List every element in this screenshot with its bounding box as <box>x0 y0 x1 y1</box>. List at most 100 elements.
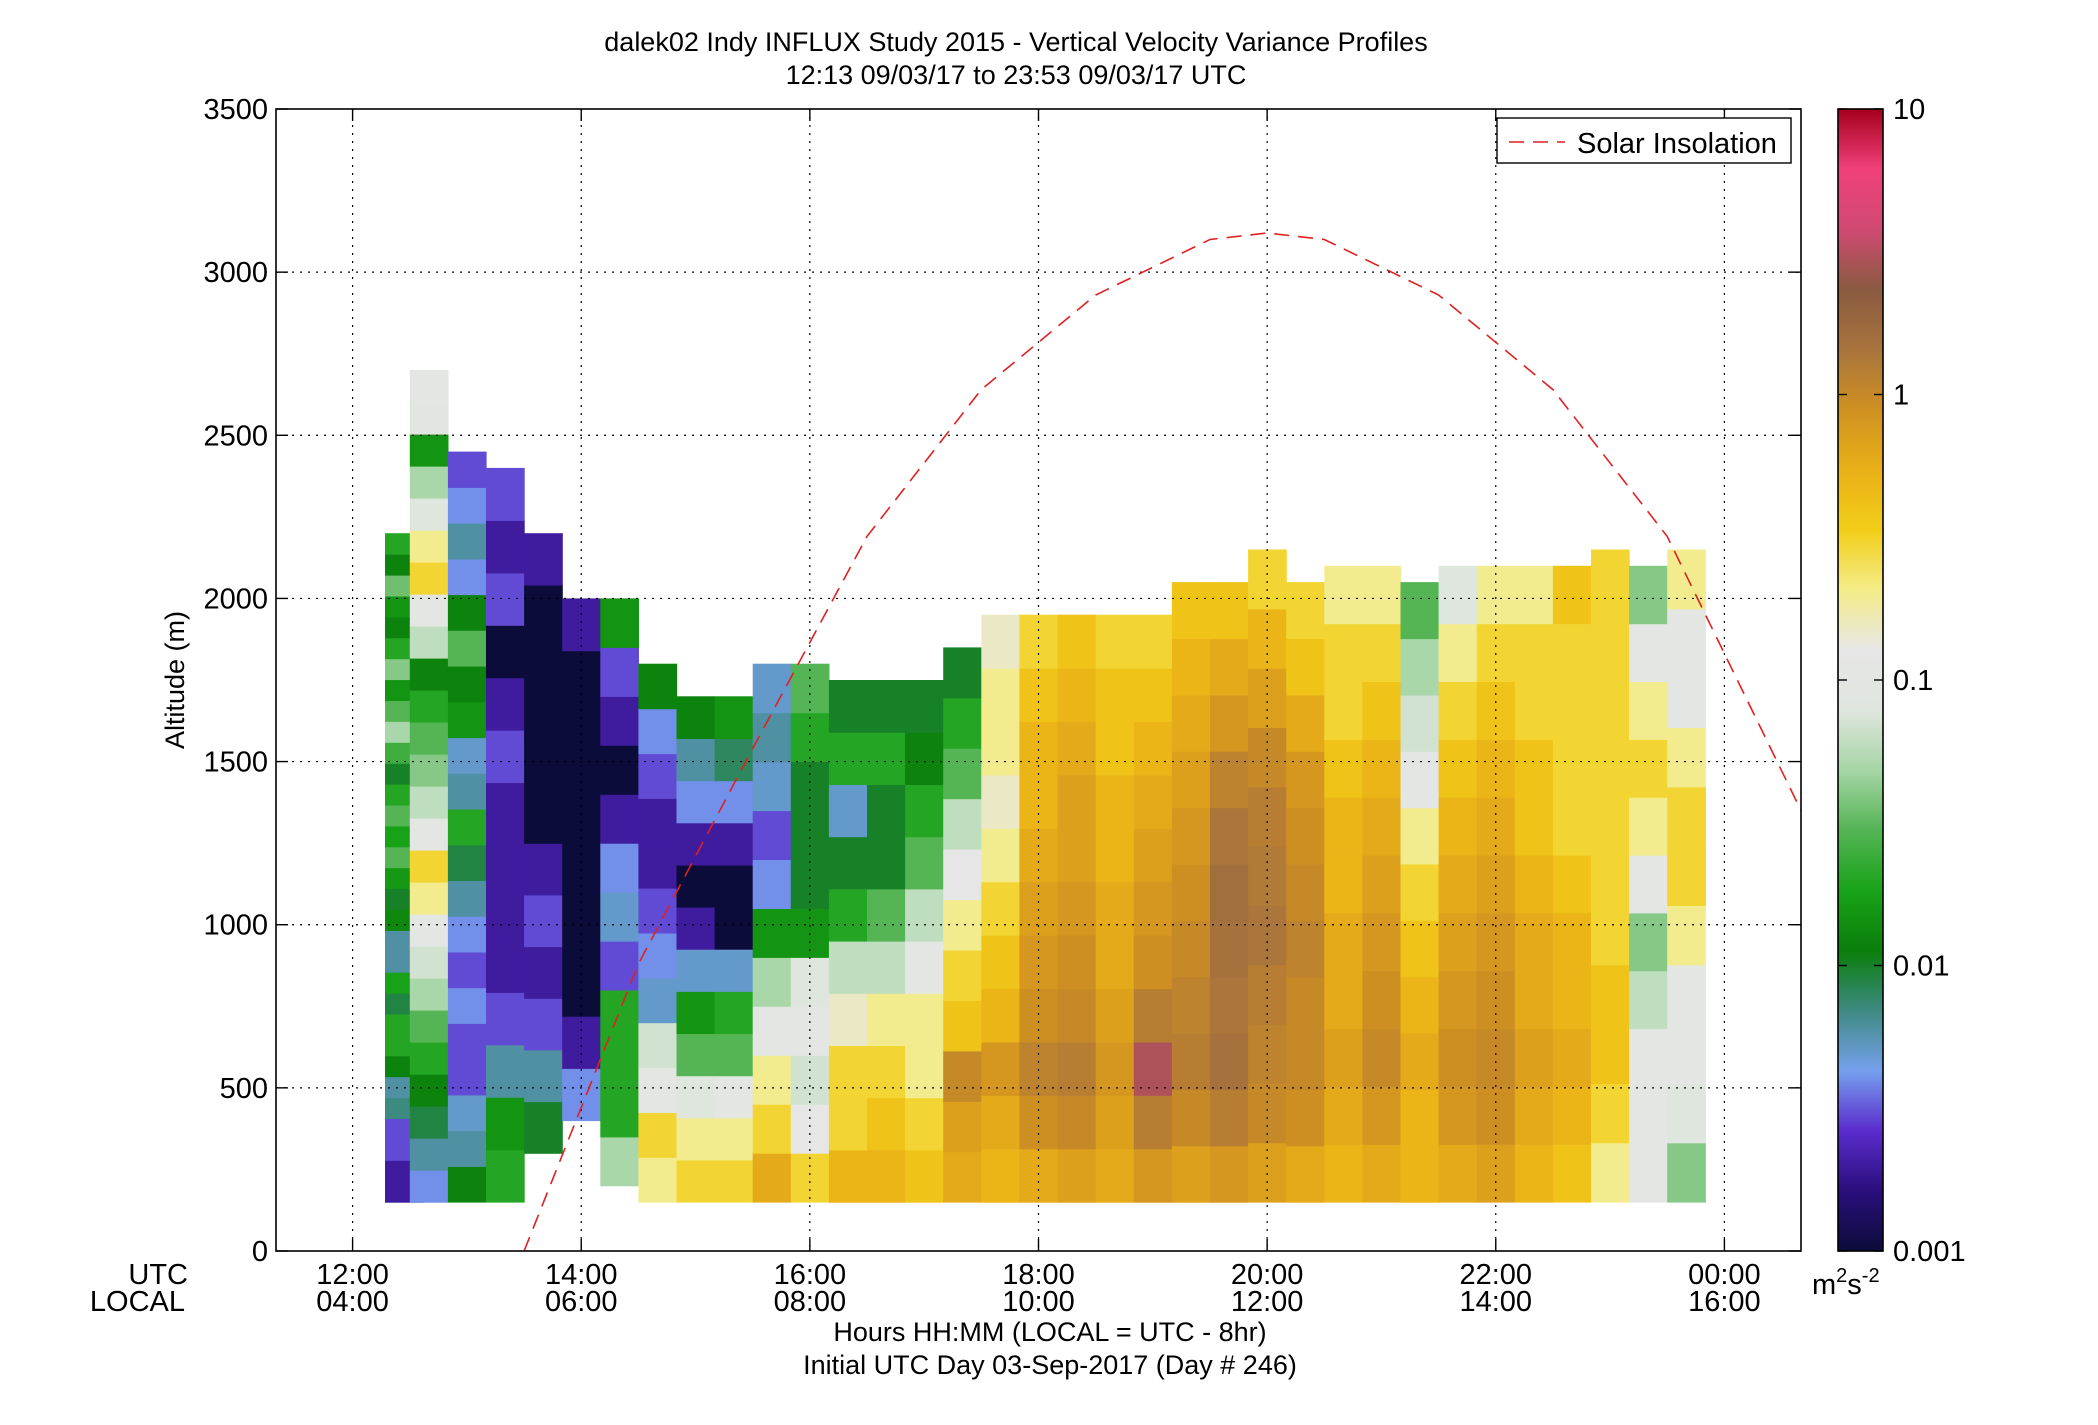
heatmap-cell <box>1057 988 1097 1043</box>
heatmap-cell <box>447 987 487 1024</box>
heatmap-cell <box>981 828 1020 883</box>
heatmap-cell <box>1667 668 1706 728</box>
heatmap-cell <box>1667 549 1706 610</box>
heatmap-cell <box>1362 681 1402 740</box>
heatmap-cell <box>676 780 716 824</box>
heatmap-cell <box>828 732 868 785</box>
heatmap-cell <box>752 859 792 909</box>
heatmap-cell <box>1591 1142 1630 1203</box>
heatmap-cell <box>1476 970 1516 1030</box>
heatmap-cell <box>790 663 830 714</box>
heatmap-cell <box>524 946 563 999</box>
heatmap-cell <box>1667 1142 1706 1203</box>
heatmap-cell <box>1476 1086 1516 1145</box>
legend-box <box>1496 117 1792 164</box>
heatmap-cell <box>409 882 449 915</box>
heatmap-cell <box>981 881 1020 936</box>
heatmap-cell <box>1362 623 1402 682</box>
heatmap-cell <box>1095 1095 1135 1150</box>
heatmap-cell <box>1362 1144 1402 1203</box>
heatmap-cell <box>1324 855 1363 914</box>
heatmap-cell <box>1591 668 1630 728</box>
heatmap-cell <box>943 949 982 1001</box>
heatmap-cell <box>752 1055 792 1105</box>
heatmap-cell <box>1667 905 1706 966</box>
heatmap-cell <box>1019 1148 1059 1203</box>
heatmap-cell <box>905 941 944 994</box>
heatmap-cell <box>1591 964 1630 1025</box>
heatmap-cell <box>1210 1089 1249 1147</box>
heatmap-cell <box>524 584 563 638</box>
heatmap-cell <box>867 941 906 994</box>
heatmap-cell <box>752 908 792 958</box>
heatmap-cell <box>1057 935 1097 990</box>
heatmap-cell <box>1057 1041 1097 1096</box>
heatmap-cell <box>486 730 525 784</box>
heatmap-cell <box>1591 1024 1630 1084</box>
heatmap-cell <box>409 594 449 627</box>
heatmap-cell <box>714 780 754 824</box>
heatmap-cell <box>486 467 525 521</box>
heatmap-cell <box>1324 739 1363 798</box>
heatmap-cell <box>409 402 449 435</box>
heatmap-cell <box>447 809 487 846</box>
heatmap-cell <box>638 1157 678 1203</box>
heatmap-cell <box>981 1041 1020 1096</box>
heatmap-cell <box>524 1049 563 1103</box>
heatmap-cell <box>638 663 678 710</box>
heatmap-cell <box>790 761 830 812</box>
heatmap-cell <box>1210 863 1249 921</box>
heatmap-cell <box>1362 970 1402 1030</box>
heatmap-cell <box>409 786 449 819</box>
heatmap-cell <box>943 1101 982 1153</box>
heatmap-cell <box>524 1101 563 1154</box>
heatmap-cell <box>981 614 1020 669</box>
x-tick-label-utc: 22:00 <box>1459 1259 1532 1291</box>
heatmap-cell <box>1438 912 1478 972</box>
heatmap-cell <box>1133 774 1173 829</box>
heatmap-cell <box>1400 920 1440 978</box>
heatmap-cell <box>905 784 944 838</box>
heatmap-cell <box>1552 1144 1592 1203</box>
heatmap-cell <box>1438 1086 1478 1145</box>
heatmap-cell <box>1591 1083 1630 1144</box>
heatmap-cell <box>1591 608 1630 669</box>
heatmap-cell <box>486 1044 525 1098</box>
heatmap-cell <box>1591 786 1630 847</box>
heatmap-cell <box>1171 1033 1211 1090</box>
heatmap-cell <box>1133 668 1173 723</box>
heatmap-cell <box>1019 881 1059 936</box>
heatmap-cell <box>447 1130 487 1167</box>
heatmap-cell <box>981 774 1020 829</box>
heatmap-cell <box>638 977 678 1024</box>
heatmap-cell <box>409 1106 449 1139</box>
heatmap-cell <box>409 978 449 1011</box>
heatmap-cell <box>1552 797 1592 856</box>
plot-area <box>275 108 1802 1252</box>
heatmap-cell <box>867 993 906 1046</box>
heatmap-cell <box>943 798 982 850</box>
heatmap-cell <box>905 836 944 890</box>
heatmap-cell <box>1171 751 1211 809</box>
heatmap-cell <box>486 939 525 993</box>
heatmap-cell <box>409 722 449 755</box>
heatmap-cell <box>1552 855 1592 914</box>
heatmap-cell <box>1286 638 1325 696</box>
heatmap-cell <box>981 988 1020 1043</box>
heatmap-cell <box>600 598 639 648</box>
y-tick-label: 3500 <box>203 94 268 126</box>
heatmap-cell <box>867 784 906 838</box>
heatmap-cell <box>676 949 716 992</box>
heatmap-cell <box>828 1149 868 1203</box>
heatmap-cell <box>981 935 1020 990</box>
colorbar: 0.001 0.01 0.1 1 10 m2s-2 <box>1812 94 1966 1301</box>
y-tick-label: 1000 <box>203 910 268 942</box>
heatmap-cell <box>1514 912 1554 972</box>
heatmap-cell <box>1476 739 1516 798</box>
heatmap-cell <box>562 911 601 965</box>
heatmap-cell <box>867 888 906 942</box>
heatmap-cell <box>676 1159 716 1203</box>
heatmap-cell <box>1667 1083 1706 1144</box>
heatmap-cell <box>1552 681 1592 740</box>
heatmap-cell <box>600 1087 639 1138</box>
